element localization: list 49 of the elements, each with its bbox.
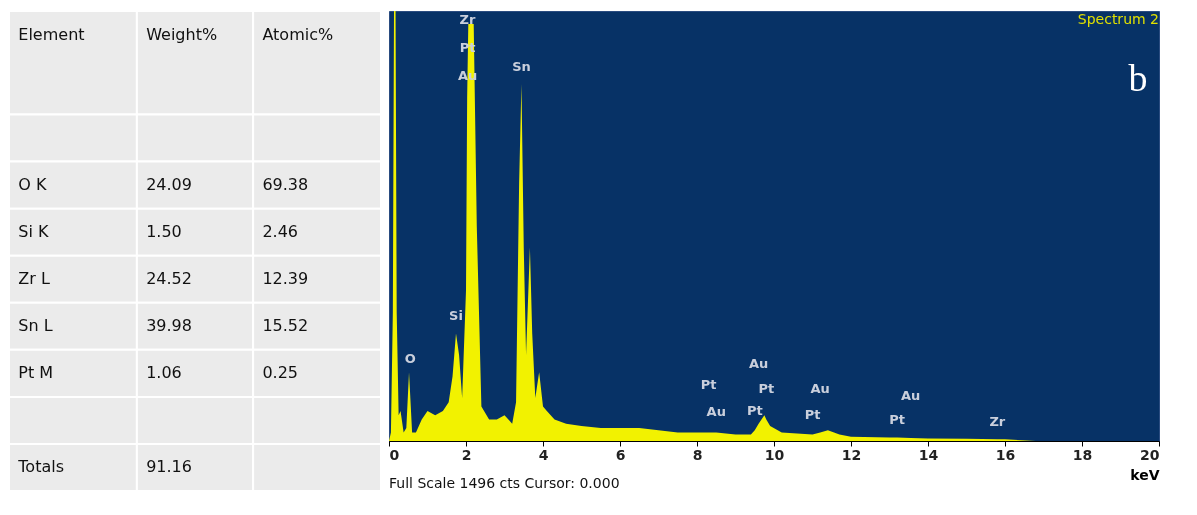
text: 91.16 <box>146 457 192 477</box>
x-tick-label: 18 <box>1072 446 1093 463</box>
x-tick-label: 10 <box>764 446 785 463</box>
text: 15.52 <box>262 316 309 336</box>
category-label: Zr L <box>18 269 50 289</box>
category-label: Weight% <box>146 24 218 44</box>
annotation: Zr <box>989 413 1006 429</box>
x-tick-label: 14 <box>918 446 939 463</box>
text: Element <box>18 24 85 44</box>
category-label: Si K <box>18 222 49 242</box>
category-label: Pt M <box>18 363 54 383</box>
text: 1.06 <box>146 363 182 383</box>
x-tick-label: 0 <box>389 446 400 463</box>
category-label: O K <box>18 175 47 195</box>
x-tick-label: 2 <box>461 446 472 463</box>
text: 24.09 <box>146 175 192 195</box>
annotation: b <box>1128 56 1148 99</box>
x-axis-title: keV <box>1130 466 1160 483</box>
text: Full Scale 1496 cts Cursor: 0.000 <box>389 475 620 491</box>
category-label: Atomic% <box>262 24 334 44</box>
text: 39.98 <box>146 316 192 336</box>
text: 24.52 <box>146 269 192 289</box>
x-tick-label: 16 <box>995 446 1016 463</box>
annotation: Au <box>901 387 921 403</box>
category-label: Totals <box>18 457 64 477</box>
text: 0.25 <box>262 363 299 383</box>
annotation: Sn <box>512 58 531 74</box>
text: 2.46 <box>262 222 299 242</box>
annotation: Si <box>449 308 463 324</box>
annotation: Pt <box>746 402 763 418</box>
annotation: Zr <box>459 11 477 27</box>
annotation: Au <box>810 381 830 397</box>
x-tick-label: 8 <box>692 446 703 463</box>
x-tick-label: 4 <box>538 446 549 463</box>
text: 1.50 <box>146 222 182 242</box>
text: 69.38 <box>262 175 309 195</box>
x-tick-label: 20 <box>1140 446 1160 463</box>
annotation: Spectrum 2 <box>1077 11 1159 27</box>
annotation: Pt <box>889 411 906 427</box>
annotation: Au <box>748 355 769 371</box>
annotation: Pt <box>758 381 775 397</box>
annotation: Pt <box>804 407 821 423</box>
annotation: O <box>404 351 416 367</box>
x-tick-label: 12 <box>841 446 862 463</box>
annotation: Pt <box>700 377 717 393</box>
annotation: Au <box>706 404 726 420</box>
x-tick-label: 6 <box>615 446 626 463</box>
category-label: Sn L <box>18 316 53 336</box>
text: 12.39 <box>262 269 309 289</box>
